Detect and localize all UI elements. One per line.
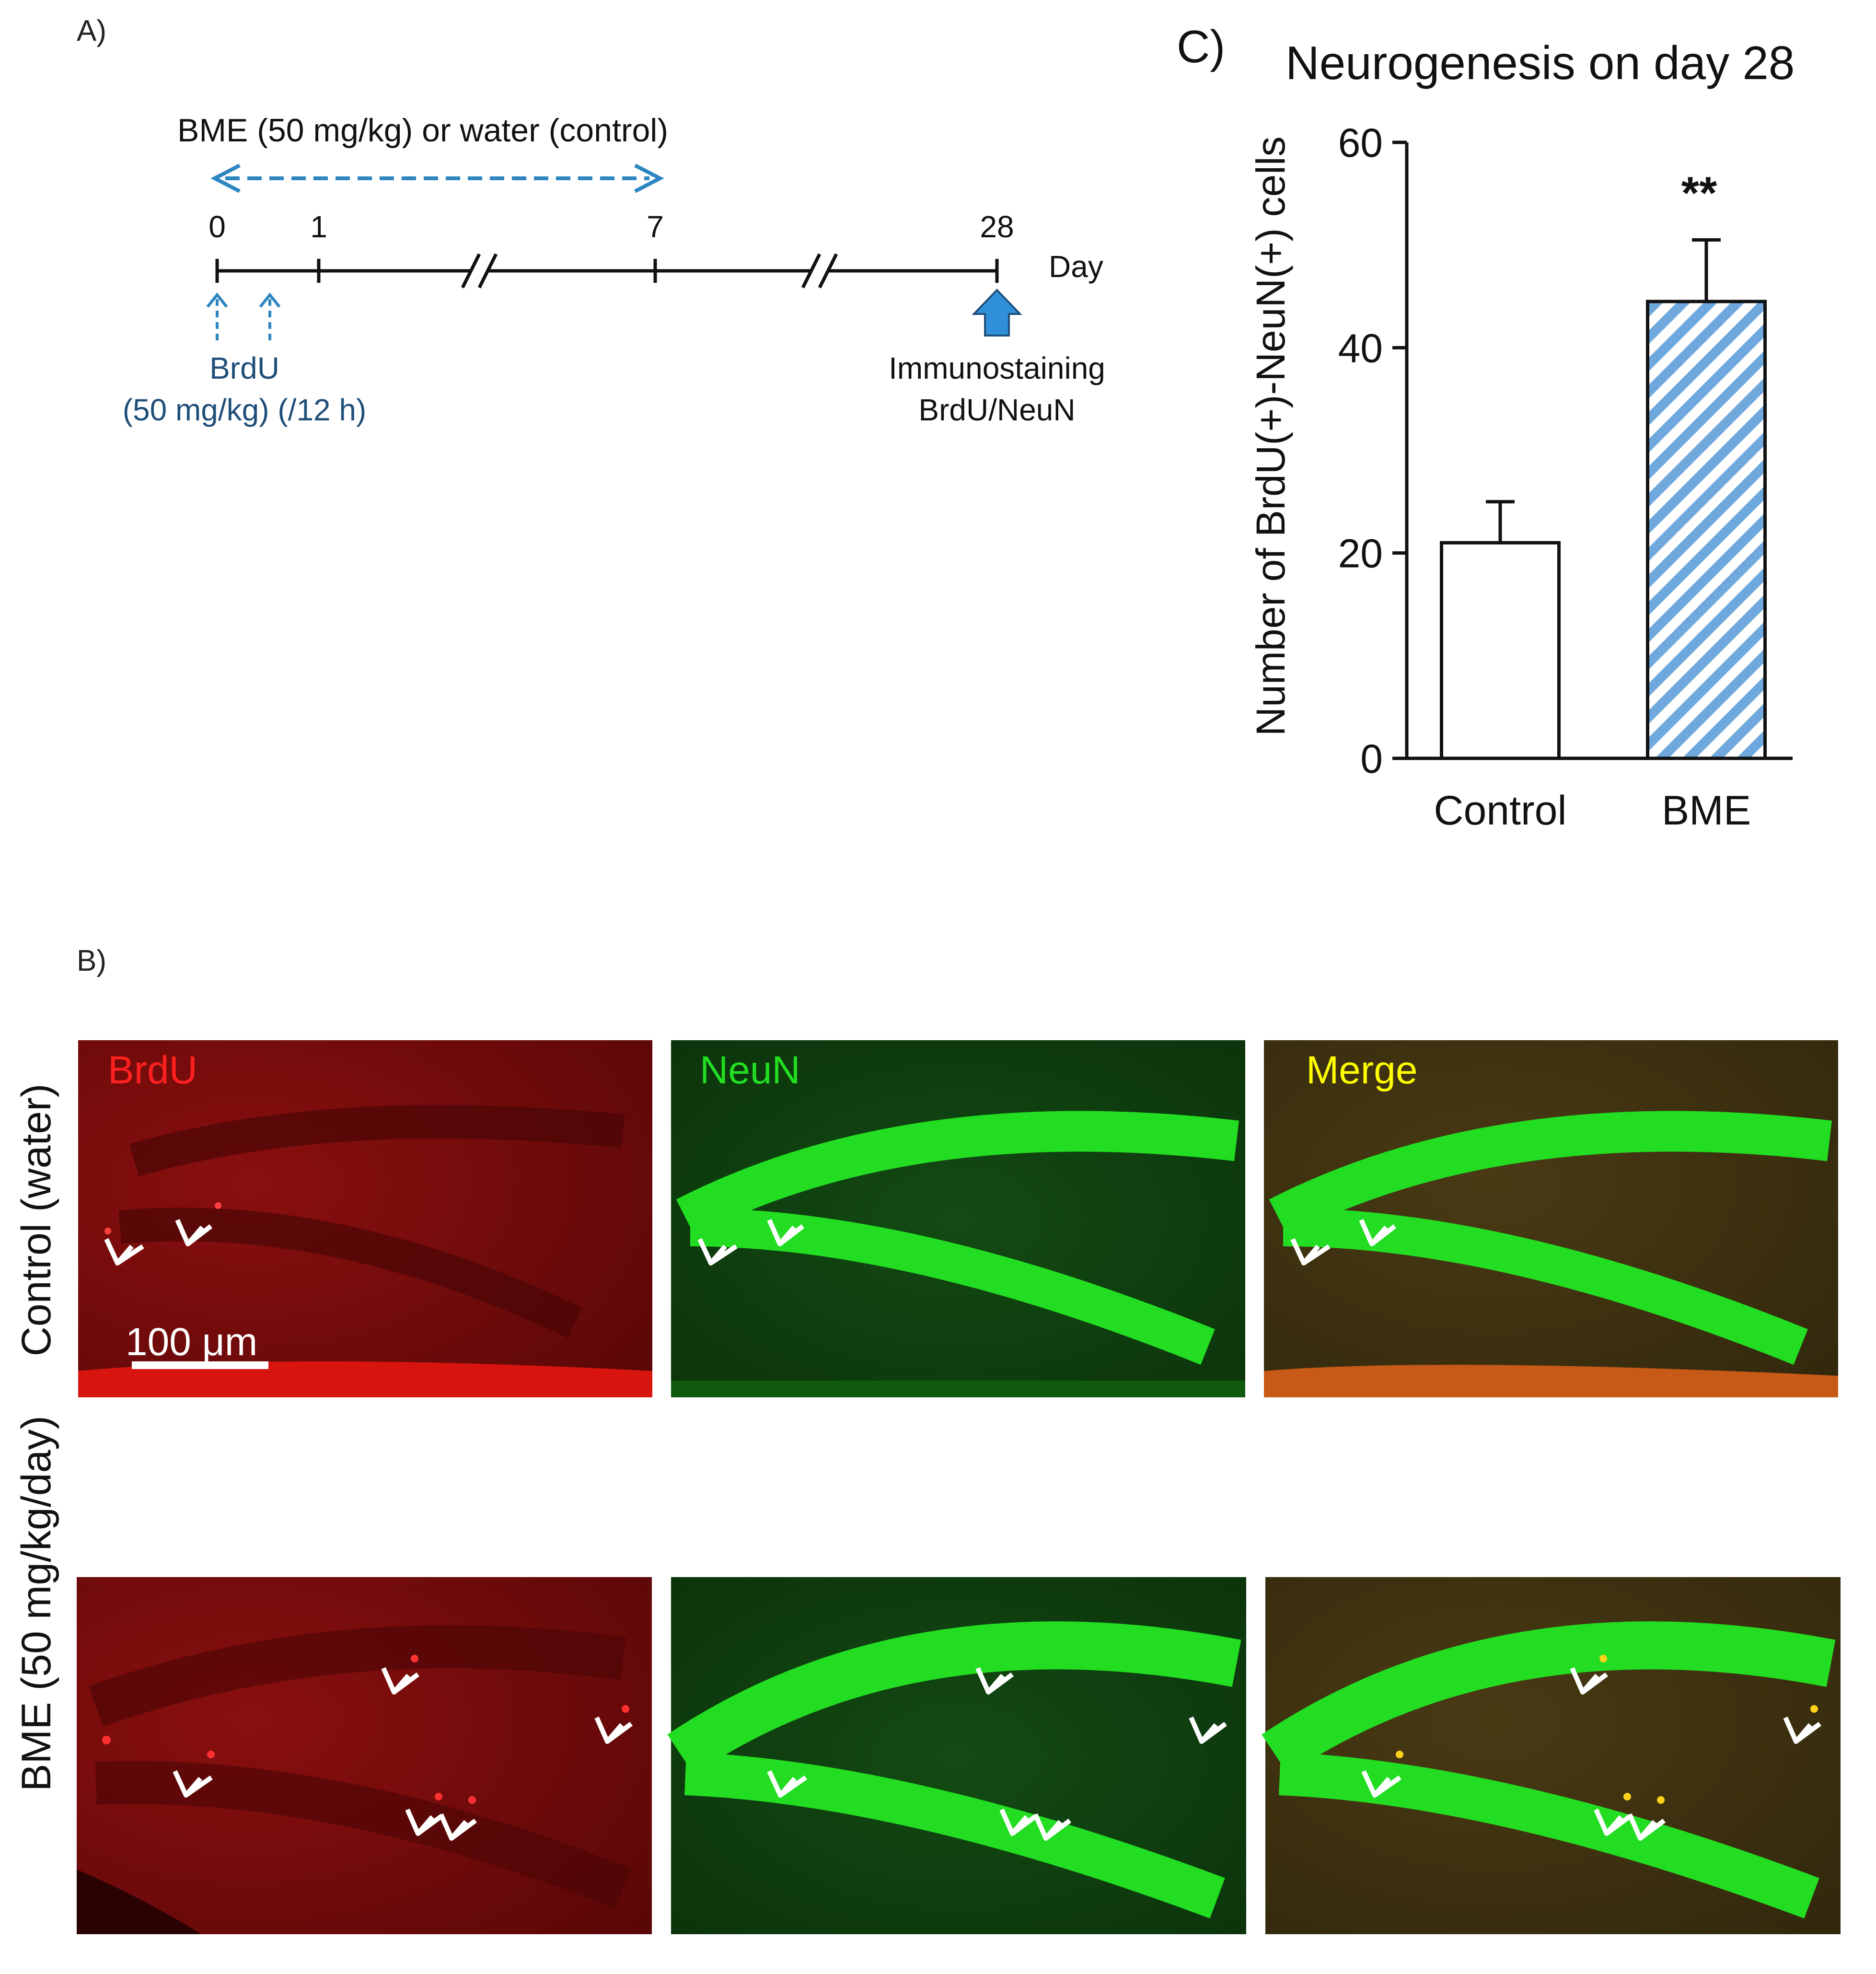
- row-label-bme: BME (50 mg/kg/day): [13, 1416, 59, 1791]
- scale-bar-label: 100 μm: [126, 1320, 257, 1364]
- channel-label-neun: NeuN: [700, 1048, 800, 1092]
- chart-title: Neurogenesis on day 28: [1285, 36, 1795, 89]
- chart-labels: 0 20 40 60 Control BME **: [1338, 120, 1751, 834]
- micrograph-bme-brdu: [77, 1577, 652, 1934]
- row-label-control: Control (water): [13, 1084, 59, 1357]
- brdu-dose-label: (50 mg/kg) (/12 h): [123, 393, 367, 427]
- day-unit-label: Day: [1049, 249, 1103, 284]
- panel-a-label: A): [77, 14, 106, 47]
- channel-label-merge: Merge: [1306, 1048, 1417, 1092]
- day-label-1: 1: [310, 209, 327, 244]
- chart-bars: [1440, 238, 1767, 760]
- significance-marker: **: [1681, 167, 1717, 219]
- panel-b-label: B): [77, 944, 106, 977]
- panel-c-label: C): [1177, 21, 1225, 72]
- brdu-injection-arrows: [206, 292, 281, 340]
- immunostaining-target-label: BrdU/NeuN: [918, 393, 1075, 427]
- micrograph-bme-neun: [667, 1577, 1246, 1934]
- day-label-0: 0: [208, 209, 226, 244]
- micrograph-control-merge: Merge: [1264, 1040, 1838, 1397]
- treatment-text: BME (50 mg/kg) or water (control): [177, 112, 668, 149]
- day-label-7: 7: [647, 209, 664, 244]
- scale-bar: [132, 1361, 268, 1369]
- bar-control: [1440, 541, 1561, 760]
- micrograph-control-brdu: BrdU 100 μm: [78, 1040, 652, 1397]
- timeline: [215, 253, 999, 289]
- panel-a: A) BME (50 mg/kg) or water (control) 0 1…: [77, 14, 1105, 427]
- y-tick-label: 40: [1338, 325, 1383, 371]
- immunostaining-label: Immunostaining: [889, 351, 1105, 385]
- immunostaining-arrow: [972, 289, 1022, 337]
- y-tick-label: 20: [1338, 531, 1383, 576]
- chart-y-axis-label: Number of BrdU(+)-NeuN(+) cells: [1248, 137, 1293, 736]
- y-tick-label: 60: [1338, 120, 1383, 165]
- brdu-label: BrdU: [209, 351, 279, 385]
- x-category-label: Control: [1434, 788, 1566, 834]
- panel-c: C) Neurogenesis on day 28 Number of BrdU…: [1177, 21, 1795, 834]
- treatment-arrow-right-head: [634, 163, 664, 193]
- treatment-arrow-left-head: [210, 163, 241, 193]
- bar-bme: [1646, 300, 1767, 760]
- x-category-label: BME: [1662, 788, 1751, 834]
- micrograph-bme-merge: [1262, 1577, 1841, 1934]
- panel-b: B) Control (water) BME (50 mg/kg/day) Br…: [13, 944, 1841, 1934]
- day-label-28: 28: [980, 209, 1014, 244]
- micrograph-control-neun: NeuN: [671, 1040, 1245, 1397]
- channel-label-brdu: BrdU: [108, 1048, 197, 1092]
- y-tick-label: 0: [1360, 736, 1383, 781]
